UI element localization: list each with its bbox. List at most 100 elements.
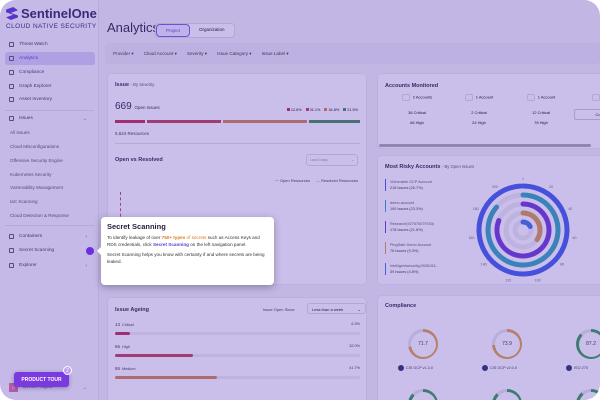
account-provider[interactable]: 1 Account 2 Critical 24 High [450,94,508,139]
sidebar-item-containers[interactable]: Containers › [5,230,95,243]
radial-bar[interactable] [485,192,561,268]
filter-provider[interactable]: Provider ▾ [113,50,134,56]
radial-bar[interactable] [494,201,552,259]
filter-issue-label[interactable]: Issue Label ▾ [261,50,289,56]
sidebar-item-explorer[interactable]: Explorer › [5,259,95,272]
radial-tick-label: 180 [473,207,479,211]
account-provider[interactable]: No AcConnect [574,94,600,139]
compliance-gauge[interactable]: 87.3 [408,389,438,400]
secret-scanning-link[interactable]: Secret Scanning [152,242,189,247]
connect-button[interactable]: Connect [574,109,600,120]
accounts-card: Accounts Monitored 2 Accounts 36 Critical… [377,73,600,149]
radial-bar[interactable] [520,219,533,229]
high-count: 78 High [534,120,548,125]
since-select[interactable]: Less than a week ⌄ [307,303,366,314]
legend-pct: 31.1% [309,108,321,112]
tooltip-body-2: Secret Scanning helps you know with cert… [107,252,265,264]
framework-label: CIS GCP v2.0.0 [482,365,517,371]
risky-account-item[interactable]: PingSafe Demo Account 76 Issues (9.3%) [385,242,431,254]
account-provider[interactable]: 2 Accounts 36 Critical 66 High [388,94,446,139]
radial-tick-label: 0 [522,178,524,181]
pct: 32.0% [349,344,360,348]
sidebar-subitem[interactable]: All Issues [10,130,30,135]
score: 87.2 [586,341,596,347]
gcp-icon [526,94,535,101]
compliance-gauge[interactable]: 71.7 [408,329,438,359]
severity-bar [115,120,360,123]
chevron-down-icon: ⌄ [82,384,87,391]
filter-severity[interactable]: Severity ▾ [186,50,208,56]
risky-account-item[interactable]: Vulnerable GCP Account 218 Issues (26.7%) [385,179,432,191]
title: Issue [115,82,130,88]
tab-project[interactable]: Project [156,24,191,37]
filter-cloud-account[interactable]: Cloud Account ▾ [143,50,177,56]
label: Resolved Resources [321,178,358,183]
chevron-right-icon: › [85,262,87,269]
label: Threat Watch [19,42,48,47]
ageing-title: Issue Ageing [115,307,150,313]
risky-account-item[interactable]: Research(927675079783) 178 Issues (21.8%) [385,221,434,233]
risky-radial-chart: 0 20 40 60 80 100 120 140 160 180 200 [469,178,577,282]
compliance-gauge[interactable]: 73.9 [492,329,522,359]
filter-issue-category[interactable]: Issue Category ▾ [217,50,252,56]
pct: 41.7% [349,366,360,370]
brand-name: SentinelOne [21,6,97,21]
page-title: Analytics [107,20,160,35]
label: Cloud Account [143,50,174,56]
gauge-center: 71.7 [410,331,436,357]
severity-legend-item: 12.6% [286,108,302,112]
label: Issues [19,116,33,121]
severity-label: High [122,345,130,349]
count: 13 [115,322,121,327]
radial-bar[interactable] [476,183,570,277]
sidebar-item-analytics[interactable]: Analytics [5,52,95,65]
horizontal-scrollbar[interactable] [379,144,591,147]
label: Provider [113,50,131,56]
account-provider[interactable]: 1 Account 12 Critical 78 High [512,94,570,139]
range-select[interactable]: Last 6 days ⌄ [306,154,358,166]
account-count: 1 Account [475,94,494,100]
t: on the left navigation panel. [188,242,247,247]
divider [5,110,94,111]
sidebar-subitem[interactable]: IaC Scanning [10,199,38,204]
sidebar-subitem[interactable]: Kubernetes Security [10,172,52,177]
sidebar-item-issues[interactable]: Issues ⌄ [5,112,95,125]
account-name: Intelligentsecurity(4935153... [390,264,439,268]
chart-legend: 〰 Open Resources — Resolved Resources [275,178,358,184]
risky-title: Most Risky Accounts - By Open Issues [385,164,474,170]
legend-resolved: — Resolved Resources [315,178,358,183]
sidebar-subitem[interactable]: Cloud Misconfigurations [10,144,60,149]
label: Analytics [19,56,39,61]
sidebar-item-graph-explorer[interactable]: Graph Explorer [5,80,95,93]
key-icon [9,248,14,253]
sidebar-item-secret-scanning[interactable]: Secret Scanning [5,244,95,257]
gauge-center: 73.9 [494,331,520,357]
sidebar-item-threat-watch[interactable]: Threat Watch [5,38,95,51]
compliance-gauge[interactable]: 87.8 [492,389,522,400]
legend-swatch [343,108,347,111]
label: Issue Label [261,50,286,56]
label: Open Resources [279,178,310,183]
sidebar-item-asset-inventory[interactable]: Asset Inventory [5,93,95,106]
product-tour-button[interactable]: PRODUCT TOUR [14,372,69,387]
risky-account-item[interactable]: Intelligentsecurity(4935153... 39 Issues … [385,263,439,275]
radial-tick-label: 200 [492,185,498,189]
gauge-center: 87.8 [494,391,520,400]
search-icon [9,263,14,268]
ageing-row: 86 Medium 41.7% [115,366,360,379]
sidebar-subitem[interactable]: Cloud Detection & Response [10,213,69,218]
risky-account-item[interactable]: demo-account 190 Issues (23.3%) [385,200,423,212]
radial-bar[interactable] [520,210,543,243]
tab-organization[interactable]: Organization [199,27,225,32]
project-selector[interactable]: D Demo Project ⌄ [5,381,95,394]
critical-count: 12 Critical [532,110,550,115]
compliance-gauge[interactable]: 87.2 [576,329,600,359]
sidebar-item-compliance[interactable]: Compliance [5,66,95,79]
since-label: Issue Open Since [263,307,295,312]
count: 66 [115,344,121,349]
tooltip-body: To identify leakage of over 750+ types o… [107,234,268,248]
sidebar-subitem[interactable]: Vulnerability Management [10,185,63,190]
tour-hotspot[interactable] [86,247,94,255]
compliance-gauge[interactable]: 89.1 [576,389,600,400]
sidebar-subitem[interactable]: Offensive Security Engine [10,158,63,163]
